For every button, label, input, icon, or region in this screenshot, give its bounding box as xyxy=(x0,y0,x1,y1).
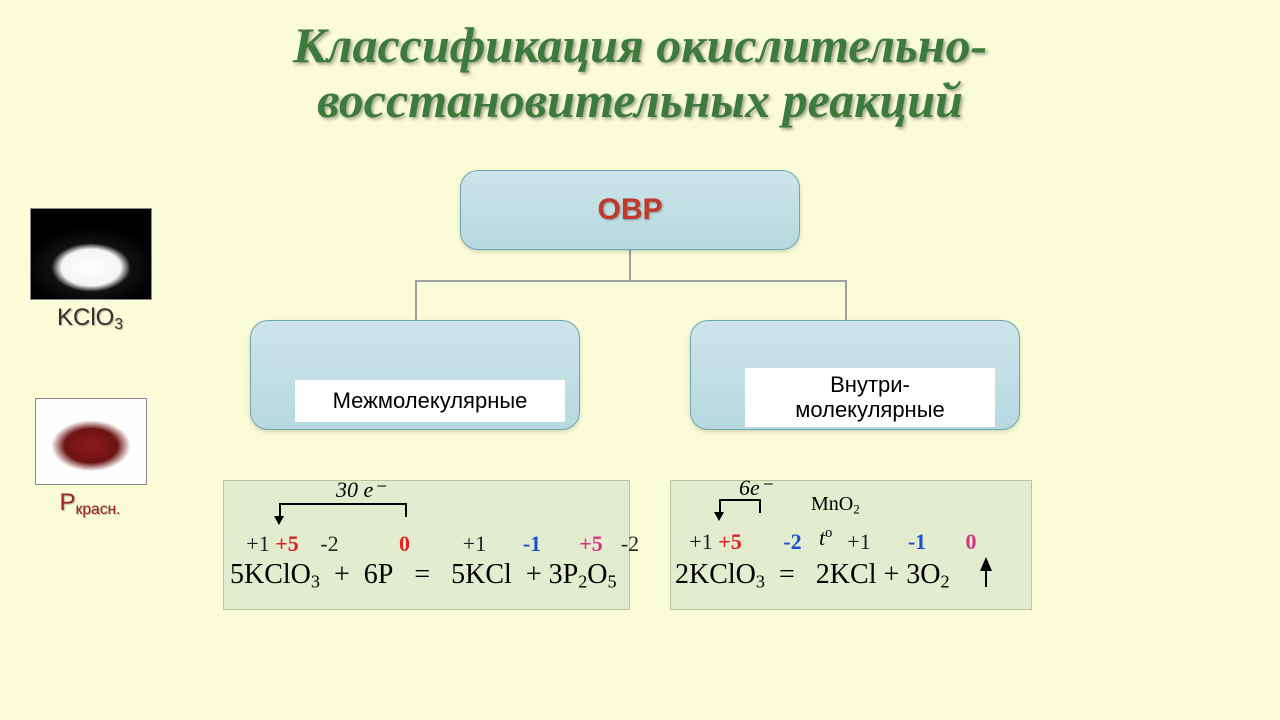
slide-title: Классификация окислительно- восстановите… xyxy=(0,18,1280,128)
arrowhead-icon xyxy=(714,512,724,521)
electrons-label-left: 30 e⁻ xyxy=(336,477,385,503)
equation-right: 2KClO3 = 2KCl + 3O2 xyxy=(675,559,1031,593)
branch-right-strip: Внутри- молекулярные xyxy=(745,368,995,427)
branch-right-line2: молекулярные xyxy=(795,397,945,422)
connector xyxy=(629,250,631,280)
equation-left: 5KClO3 + 6P = 5KCl + 3P2O5 xyxy=(230,559,629,593)
sample-label-kclo3: KClO3 xyxy=(30,304,150,334)
catalyst-label: MnO2 xyxy=(811,493,860,517)
equation-panel-intermolecular: 30 e⁻ +1+5-20+1-1+5-2 5KClO3 + 6P = 5KCl… xyxy=(223,480,630,610)
bracket xyxy=(719,499,761,501)
sample-image-p-red xyxy=(35,398,147,485)
bracket xyxy=(279,503,281,517)
slide-root: Классификация окислительно- восстановите… xyxy=(0,0,1280,720)
connector xyxy=(845,280,847,320)
root-box-ovr: ОВР xyxy=(460,170,800,250)
oxidation-states-right: +1+5-2+1-10 xyxy=(687,529,1031,555)
branch-left-strip: Межмолекулярные xyxy=(295,380,565,422)
bracket xyxy=(279,503,407,505)
sample-image-kclo3 xyxy=(30,208,152,300)
arrowhead-icon xyxy=(274,516,284,525)
bracket xyxy=(759,499,761,513)
branch-left-label: Межмолекулярные xyxy=(333,388,528,413)
gas-arrow-icon xyxy=(980,557,992,571)
connector xyxy=(415,280,845,282)
gas-arrow-icon xyxy=(985,569,987,587)
bracket xyxy=(405,503,407,517)
oxidation-states-left: +1+5-20+1-1+5-2 xyxy=(244,531,629,557)
electrons-label-right: 6e⁻ xyxy=(739,475,771,501)
title-line-2: восстановительных реакций xyxy=(317,72,963,128)
equation-panel-intramolecular: 6e⁻ MnO2 to +1+5-2+1-10 2KClO3 = 2KCl + … xyxy=(670,480,1032,610)
title-line-1: Классификация окислительно- xyxy=(293,17,987,73)
sample-label-p-red: Pкрасн. xyxy=(35,489,145,519)
connector xyxy=(415,280,417,320)
branch-right-line1: Внутри- xyxy=(830,372,910,397)
root-label: ОВР xyxy=(597,193,662,227)
bracket xyxy=(719,499,721,513)
